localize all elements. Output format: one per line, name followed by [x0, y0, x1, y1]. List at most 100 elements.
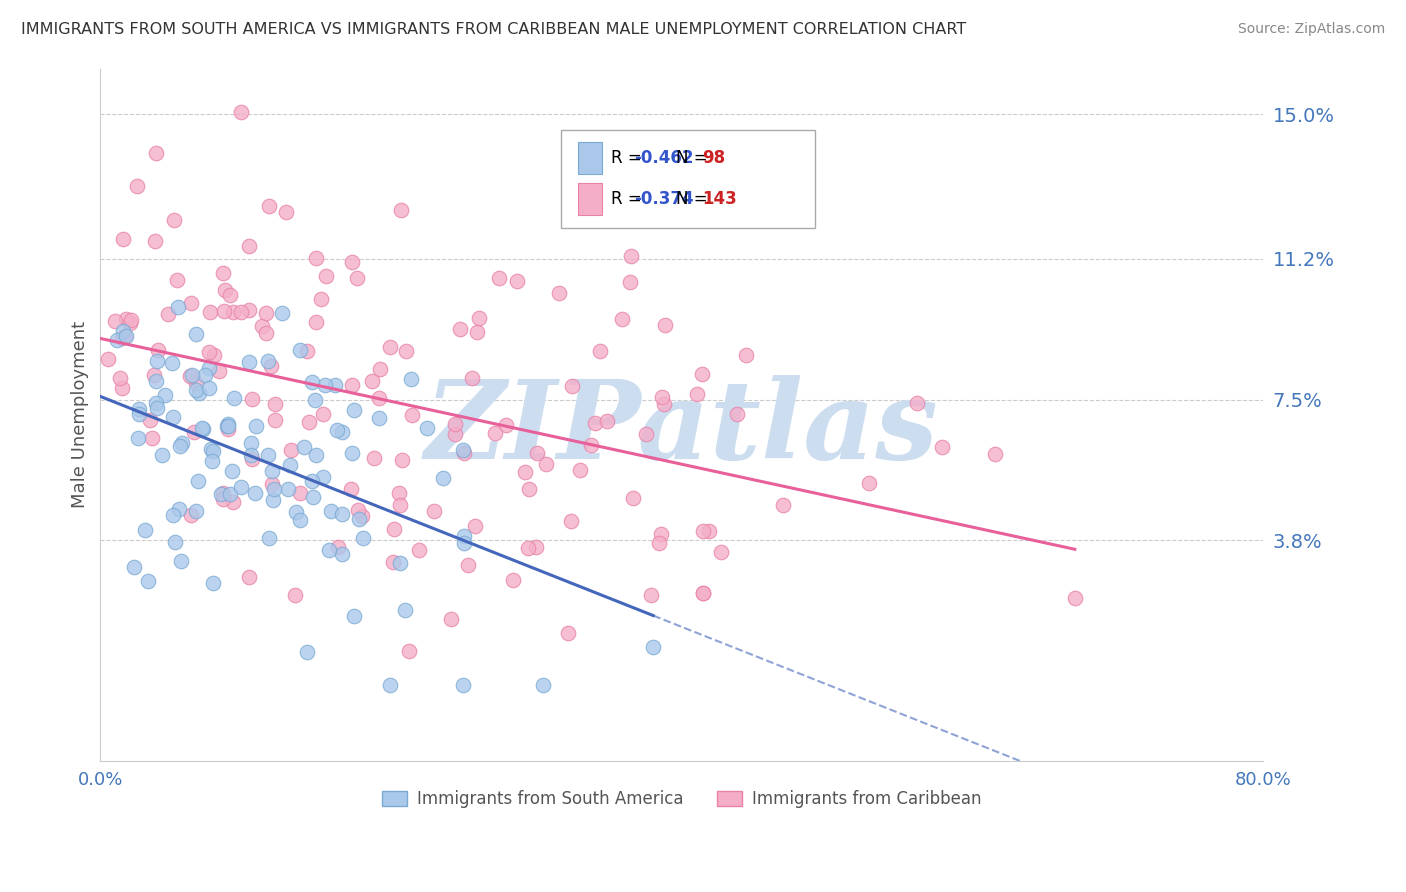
Point: [314, 378, 336, 392]
Point: [187, 475, 209, 489]
Point: [569, 462, 592, 476]
Point: [280, 443, 302, 458]
Point: [238, 354, 260, 368]
Point: [243, 486, 266, 500]
Point: [984, 447, 1007, 461]
Point: [166, 273, 188, 287]
Point: [201, 576, 224, 591]
Point: [198, 305, 221, 319]
Point: [215, 419, 238, 434]
Point: [167, 501, 190, 516]
Point: [105, 333, 128, 347]
Point: [453, 536, 475, 550]
Text: N =: N =: [676, 149, 713, 167]
Point: [229, 305, 252, 319]
Point: [156, 307, 179, 321]
Point: [326, 541, 349, 555]
Point: [162, 212, 184, 227]
Point: [263, 413, 285, 427]
Point: [709, 544, 731, 558]
Point: [222, 494, 245, 508]
Point: [250, 319, 273, 334]
Point: [108, 371, 131, 385]
Point: [692, 586, 714, 600]
Point: [315, 269, 337, 284]
Point: [111, 380, 134, 394]
Point: [561, 378, 583, 392]
Point: [640, 588, 662, 602]
Point: [198, 345, 221, 359]
Point: [612, 311, 634, 326]
Point: [444, 427, 467, 442]
Point: [468, 310, 491, 325]
Point: [643, 640, 665, 654]
Point: [172, 436, 194, 450]
Point: [292, 440, 315, 454]
Point: [179, 368, 201, 383]
Point: [457, 558, 479, 572]
Point: [534, 458, 557, 472]
Point: [143, 234, 166, 248]
Point: [180, 295, 202, 310]
Point: [506, 274, 529, 288]
Point: [181, 368, 204, 382]
Point: [239, 435, 262, 450]
Point: [654, 318, 676, 332]
Point: [115, 311, 138, 326]
Point: [254, 326, 277, 340]
Point: [111, 324, 134, 338]
Point: [240, 392, 263, 406]
Point: [219, 486, 242, 500]
Point: [531, 678, 554, 692]
Point: [162, 508, 184, 523]
Point: [143, 368, 166, 383]
Point: [212, 266, 235, 280]
Point: [146, 353, 169, 368]
Point: [298, 415, 321, 429]
Point: [217, 418, 239, 433]
Point: [516, 541, 538, 555]
Point: [198, 381, 221, 395]
Point: [208, 364, 231, 378]
Point: [217, 417, 239, 432]
Point: [340, 446, 363, 460]
Point: [619, 275, 641, 289]
Point: [224, 391, 246, 405]
Point: [222, 305, 245, 319]
Point: [145, 396, 167, 410]
Point: [423, 504, 446, 518]
Point: [260, 464, 283, 478]
Point: [128, 401, 150, 416]
Point: [304, 315, 326, 329]
Text: ZIPatlas: ZIPatlas: [425, 375, 939, 483]
Point: [368, 361, 391, 376]
Point: [772, 498, 794, 512]
Point: [589, 344, 612, 359]
Text: R =: R =: [612, 149, 647, 167]
Point: [735, 348, 758, 362]
Point: [160, 356, 183, 370]
Point: [202, 348, 225, 362]
Point: [274, 205, 297, 219]
Point: [245, 418, 267, 433]
Point: [378, 678, 401, 692]
Point: [502, 574, 524, 588]
Point: [145, 146, 167, 161]
Point: [146, 401, 169, 416]
Point: [229, 105, 252, 120]
Point: [188, 385, 211, 400]
Point: [262, 493, 284, 508]
Point: [343, 403, 366, 417]
Point: [432, 471, 454, 485]
Text: R =: R =: [612, 190, 647, 208]
Point: [343, 609, 366, 624]
Point: [312, 470, 335, 484]
Point: [686, 387, 709, 401]
Point: [263, 482, 285, 496]
Point: [180, 508, 202, 523]
Point: [451, 442, 474, 457]
Point: [211, 486, 233, 500]
Point: [288, 485, 311, 500]
Point: [209, 486, 232, 500]
Point: [323, 378, 346, 392]
